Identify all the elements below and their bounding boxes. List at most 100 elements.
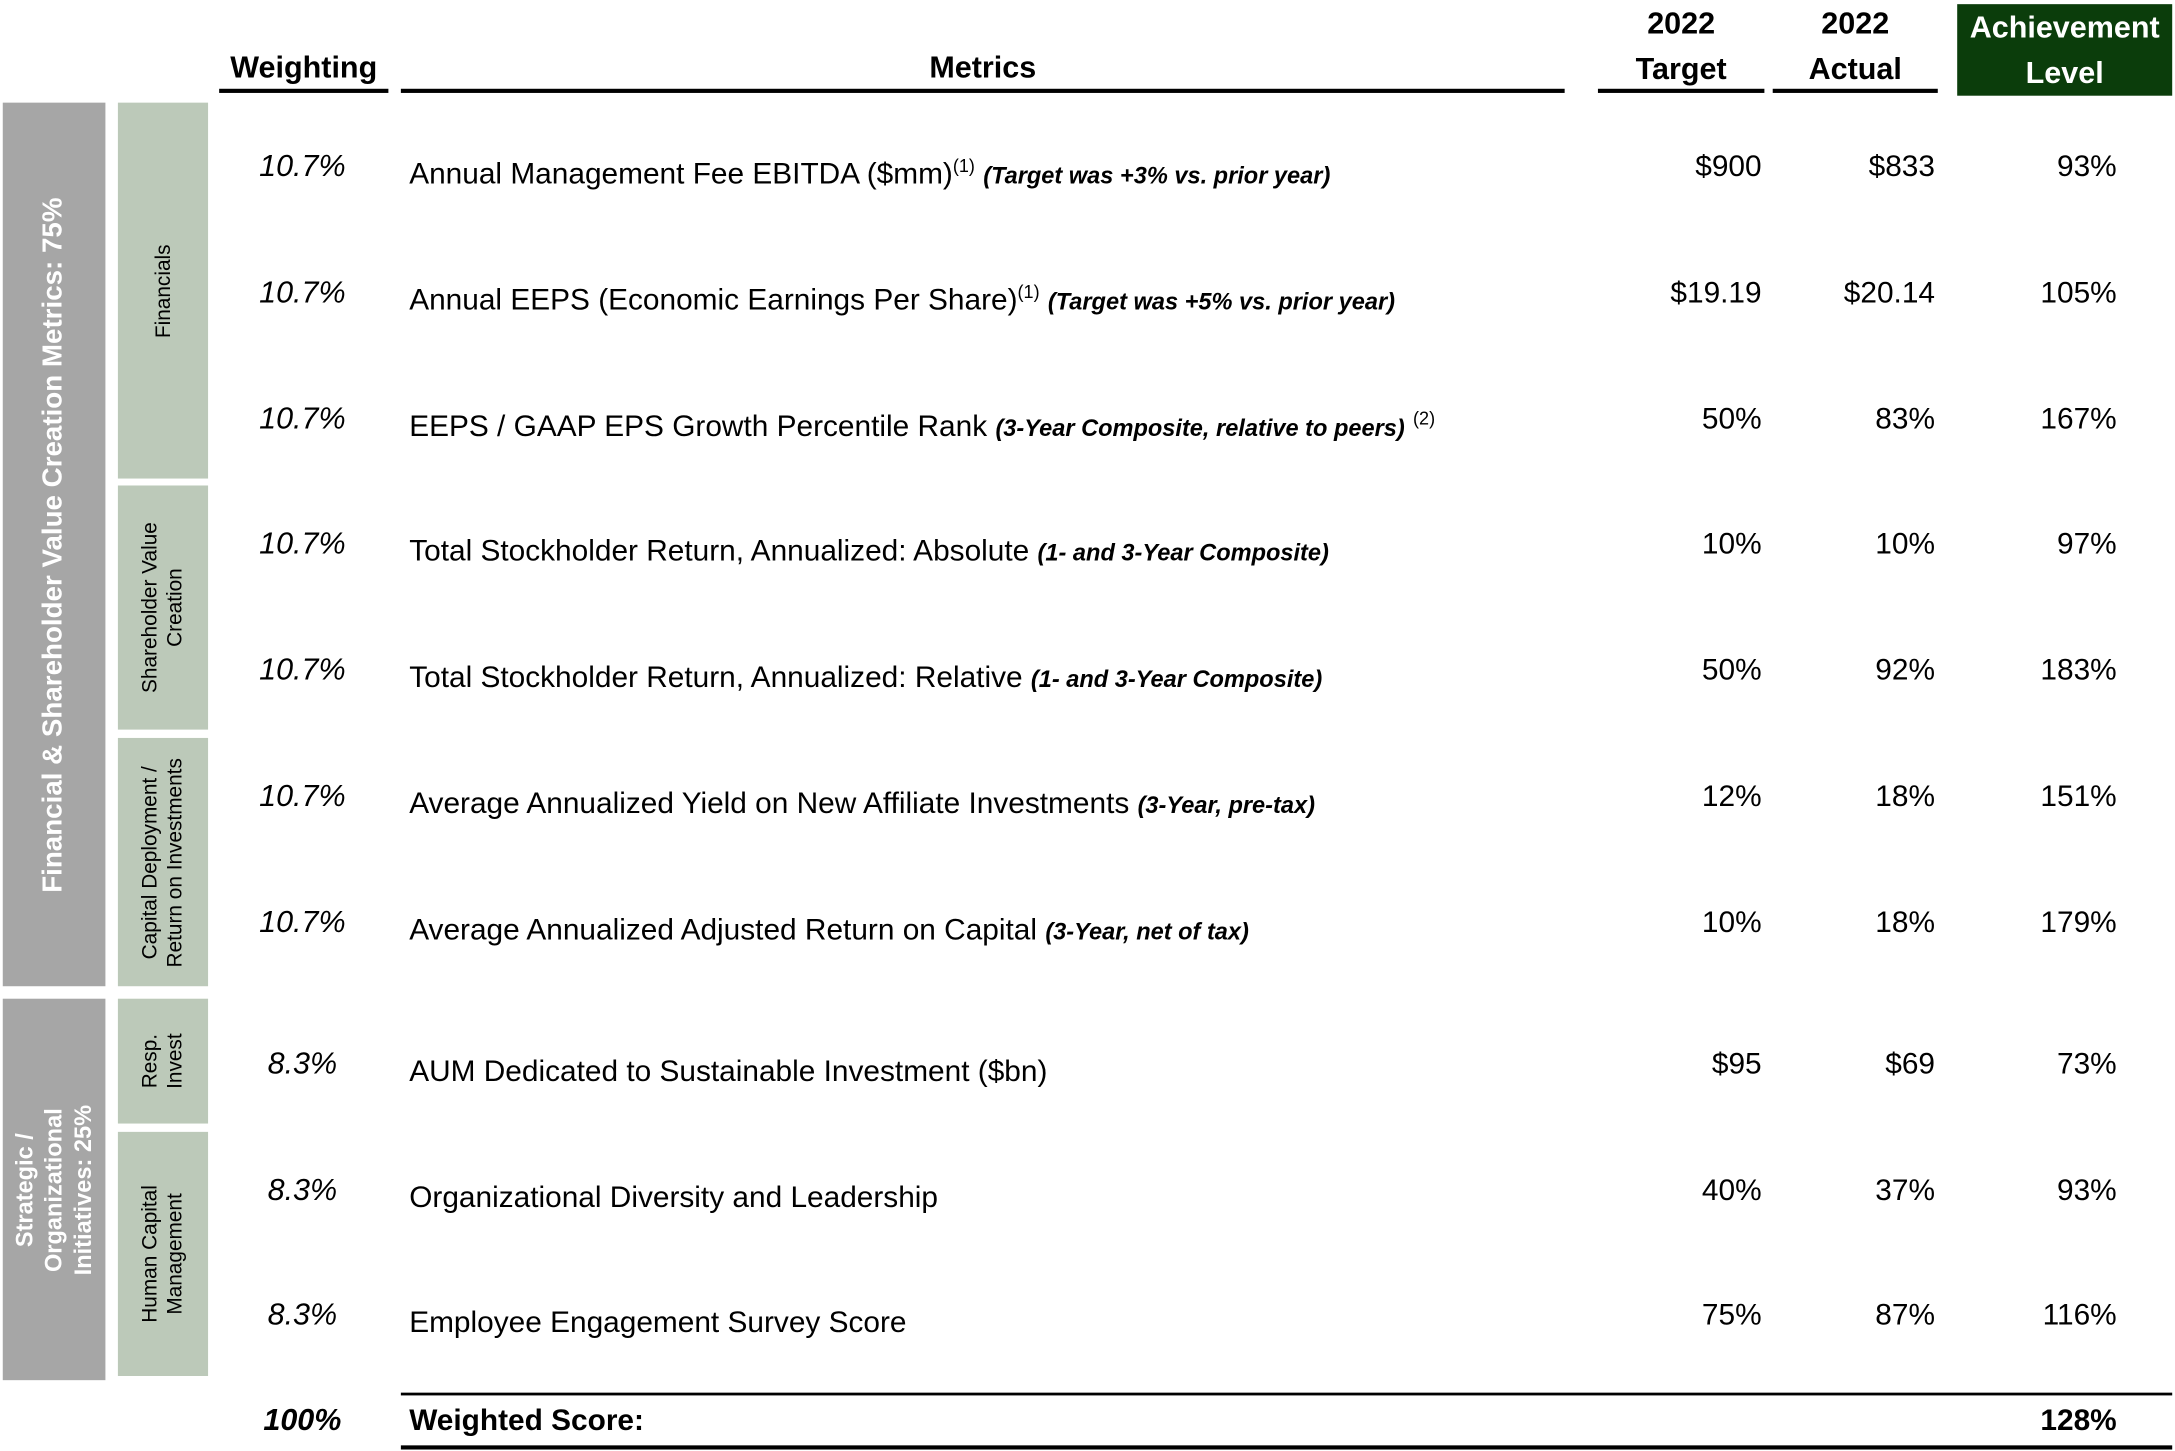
subgroup-human-capital: Human Capital Management: [117, 1131, 209, 1377]
row-metric: Annual EEPS (Economic Earnings Per Share…: [409, 265, 1395, 330]
row-weight: 10.7%: [259, 904, 346, 940]
row-metric: Annual Management Fee EBITDA ($mm)(1) (T…: [409, 139, 1330, 204]
row-weight: 10.7%: [259, 778, 346, 813]
header-underline: [1772, 88, 1938, 93]
row-actual: 87%: [1875, 1298, 1936, 1332]
row-weight: 10.7%: [259, 400, 346, 436]
row-actual: $833: [1868, 149, 1936, 184]
header-achievement: Achievement Level: [1957, 4, 2173, 96]
subgroup-shareholder: Shareholder Value Creation: [117, 485, 209, 730]
metric-name: EEPS / GAAP EPS Growth Percentile Rank: [409, 409, 988, 443]
metric-note: (1- and 3-Year Composite): [1037, 539, 1329, 567]
metric-note: (1- and 3-Year Composite): [1030, 666, 1323, 693]
metric-note: (3-Year, pre-tax): [1137, 792, 1315, 819]
row-metric: Average Annualized Adjusted Return on Ca…: [409, 895, 1249, 960]
table-row: 10.7% Average Annualized Yield on New Af…: [0, 768, 2175, 823]
row-level: 167%: [2040, 402, 2117, 436]
metric-note: (Target was +3% vs. prior year): [983, 162, 1331, 189]
row-weight: 8.3%: [267, 1045, 338, 1081]
row-target: 50%: [1701, 653, 1762, 687]
row-weight: 10.7%: [259, 651, 346, 687]
row-target: $900: [1695, 149, 1762, 184]
table-row: 8.3% Organizational Diversity and Leader…: [0, 1162, 2175, 1217]
row-actual: 83%: [1875, 402, 1936, 436]
total-top-rule: [400, 1392, 2173, 1396]
metric-footnote: (1): [1017, 281, 1040, 303]
header-target-label: Target: [1635, 51, 1727, 87]
metric-name: AUM Dedicated to Sustainable Investment …: [409, 1054, 1048, 1088]
header-weighting: Weighting: [230, 49, 378, 85]
header-achievement-line2: Level: [2025, 55, 2104, 91]
total-weight: 100%: [263, 1402, 342, 1438]
row-level: 183%: [2040, 653, 2117, 687]
row-metric: Total Stockholder Return, Annualized: Ab…: [409, 516, 1329, 581]
header-actual-label: Actual: [1808, 51, 1902, 87]
row-level: 97%: [2057, 527, 2117, 561]
metric-name: Average Annualized Yield on New Affiliat…: [409, 786, 1130, 820]
row-level: 93%: [2057, 1173, 2117, 1207]
table-row: 10.7% Annual EEPS (Economic Earnings Per…: [0, 265, 2175, 320]
metric-name: Average Annualized Adjusted Return on Ca…: [409, 912, 1038, 947]
table-row: 10.7% EEPS / GAAP EPS Growth Percentile …: [0, 391, 2175, 446]
row-weight: 10.7%: [259, 274, 346, 310]
row-metric: Organizational Diversity and Leadership: [409, 1162, 938, 1227]
total-row: 100% Weighted Score: 128%: [0, 1393, 2175, 1448]
row-target: 10%: [1701, 905, 1762, 940]
row-target: 40%: [1701, 1173, 1762, 1207]
header-underline: [219, 88, 389, 93]
header-actual: 2022 Actual: [1773, 0, 1938, 92]
row-weight: 10.7%: [259, 148, 346, 184]
subgroup-resp-invest: Resp. Invest: [117, 998, 209, 1124]
table-row: 8.3% Employee Engagement Survey Score 75…: [0, 1287, 2175, 1342]
row-level: 116%: [2042, 1298, 2117, 1332]
table-row: 10.7% Total Stockholder Return, Annualiz…: [0, 642, 2175, 697]
row-metric: Average Annualized Yield on New Affiliat…: [409, 768, 1315, 833]
row-metric: EEPS / GAAP EPS Growth Percentile Rank (…: [409, 391, 1435, 456]
row-metric: Employee Engagement Survey Score: [409, 1287, 906, 1352]
metric-name: Total Stockholder Return, Annualized: Ab…: [409, 534, 1030, 568]
row-actual: 18%: [1875, 779, 1936, 813]
table-row: 8.3% AUM Dedicated to Sustainable Invest…: [0, 1036, 2175, 1091]
header-metrics: Metrics: [929, 49, 1037, 85]
row-actual: 92%: [1875, 653, 1936, 687]
row-weight: 10.7%: [259, 525, 346, 561]
metric-name: Annual Management Fee EBITDA ($mm): [409, 156, 953, 191]
row-level: 151%: [2040, 779, 2117, 813]
row-metric: AUM Dedicated to Sustainable Investment …: [409, 1036, 1047, 1101]
row-weight: 8.3%: [267, 1172, 338, 1207]
metric-name: Organizational Diversity and Leadership: [409, 1180, 939, 1214]
header-target-year: 2022: [1647, 5, 1716, 41]
total-label: Weighted Score:: [409, 1403, 644, 1438]
subgroup-capital: Capital Deployment / Return on Investmen…: [117, 737, 209, 987]
row-level: 93%: [2057, 149, 2117, 184]
row-target: 75%: [1701, 1298, 1762, 1332]
row-target: $95: [1711, 1047, 1762, 1081]
metric-note: (Target was +5% vs. prior year): [1047, 288, 1395, 316]
row-metric: Total Stockholder Return, Annualized: Re…: [409, 642, 1322, 707]
metric-footnote: (1): [952, 155, 975, 177]
subgroup-financials: Financials: [117, 102, 209, 479]
group-strategic: Strategic / Organizational Initiatives: …: [2, 998, 106, 1381]
group-financial: Financial & Shareholder Value Creation M…: [2, 102, 106, 987]
row-target: 12%: [1701, 779, 1762, 813]
metric-name: Employee Engagement Survey Score: [409, 1305, 907, 1339]
total-bottom-rule: [400, 1445, 2173, 1450]
row-level: 105%: [2040, 276, 2117, 310]
table-row: 10.7% Total Stockholder Return, Annualiz…: [0, 516, 2175, 571]
total-level: 128%: [2040, 1403, 2117, 1438]
row-actual: $20.14: [1843, 276, 1936, 310]
row-level: 73%: [2057, 1047, 2117, 1081]
row-target: 10%: [1701, 527, 1762, 561]
table-row: 10.7% Average Annualized Adjusted Return…: [0, 895, 2175, 950]
row-actual: 10%: [1875, 527, 1936, 561]
row-target: 50%: [1701, 402, 1762, 436]
row-weight: 8.3%: [267, 1296, 338, 1332]
row-actual: $69: [1885, 1047, 1936, 1081]
row-actual: 37%: [1875, 1173, 1936, 1207]
note-footnote: (2): [1413, 407, 1436, 429]
header-achievement-line1: Achievement: [1969, 9, 2160, 45]
row-actual: 18%: [1875, 905, 1936, 940]
table-row: 10.7% Annual Management Fee EBITDA ($mm)…: [0, 139, 2175, 194]
metric-note: (3-Year, net of tax): [1045, 918, 1249, 945]
